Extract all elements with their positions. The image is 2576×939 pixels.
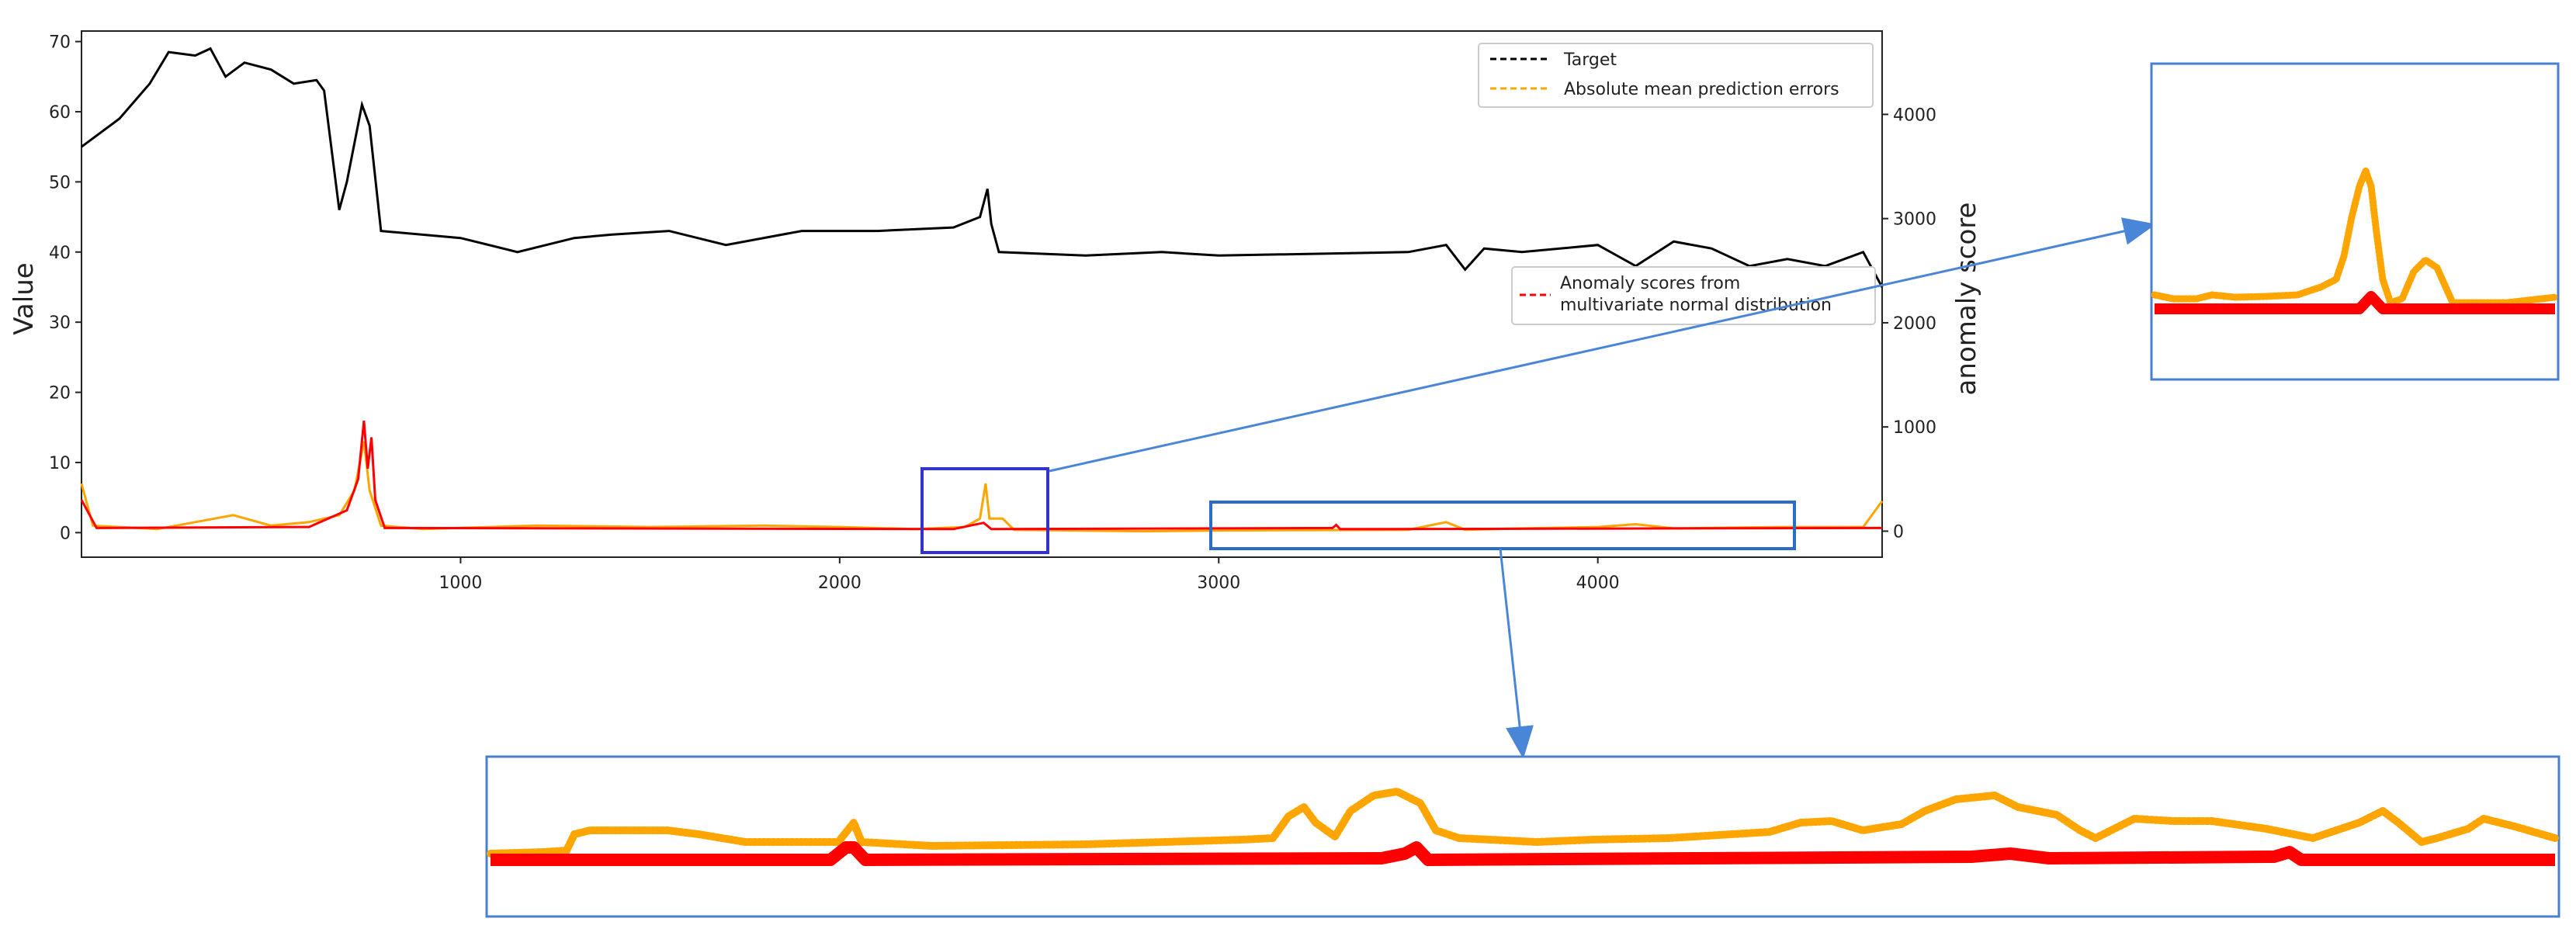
- left-y-axis-ticks: 0 10 20 30 40 50 60 70: [49, 33, 81, 543]
- right-tick-label: 1000: [1893, 418, 1936, 438]
- x-tick-label: 3000: [1197, 573, 1240, 593]
- x-tick-label: 2000: [818, 573, 862, 593]
- x-tick-label: 1000: [439, 573, 482, 593]
- inset-wide-errors-line: [487, 788, 2559, 858]
- left-tick-label: 0: [60, 524, 71, 543]
- left-tick-label: 50: [49, 173, 71, 192]
- left-axis-label: Value: [9, 262, 40, 334]
- inset-wide-frame: [485, 755, 2560, 918]
- inset-spike-anomaly-line: [2155, 291, 2555, 314]
- legend-top: Target Absolute mean prediction errors: [1478, 43, 1874, 108]
- legend-bottom-box: [1511, 266, 1876, 325]
- x-tick-label: 4000: [1576, 573, 1620, 593]
- inset-spike-errors-line: [2151, 167, 2559, 307]
- inset-spike-zoom: [2150, 62, 2560, 381]
- zoom-arrow-spike: [1049, 217, 2156, 473]
- legend-label-target: Target: [1563, 50, 1617, 70]
- inset-wide-zoom: [485, 755, 2560, 918]
- plot-series-layer: [80, 47, 1884, 533]
- legend-top-box: [1478, 43, 1874, 108]
- left-tick-label: 10: [49, 454, 71, 473]
- highlight-box-spike: [920, 467, 1049, 554]
- x-axis-ticks: 1000 2000 3000 4000: [439, 557, 1620, 593]
- left-tick-label: 30: [49, 314, 71, 333]
- left-tick-label: 40: [49, 244, 71, 263]
- legend-bottom: Anomaly scores from multivariate normal …: [1511, 266, 1876, 325]
- legend-label-errors: Absolute mean prediction errors: [1564, 80, 1839, 99]
- legend-label-anomaly-line-1: Anomaly scores from: [1560, 274, 1740, 293]
- right-y-axis-ticks: 0 1000 2000 3000 4000: [1882, 106, 1936, 542]
- right-tick-label: 4000: [1893, 106, 1936, 125]
- right-axis-label: anomaly score: [1951, 203, 1982, 396]
- series-line-target: [81, 47, 1884, 288]
- zoom-arrow-wide: [1499, 548, 1534, 759]
- left-tick-label: 70: [49, 33, 71, 53]
- left-tick-label: 60: [49, 103, 71, 123]
- left-tick-label: 20: [49, 384, 71, 404]
- highlight-box-wide: [1209, 501, 1796, 550]
- inset-spike-frame: [2150, 62, 2560, 381]
- right-tick-label: 0: [1893, 522, 1904, 542]
- right-tick-label: 2000: [1893, 314, 1936, 334]
- right-tick-label: 3000: [1893, 210, 1936, 230]
- series-line-anomaly-scores: [80, 420, 1883, 531]
- inset-wide-anomaly-line: [491, 841, 2555, 866]
